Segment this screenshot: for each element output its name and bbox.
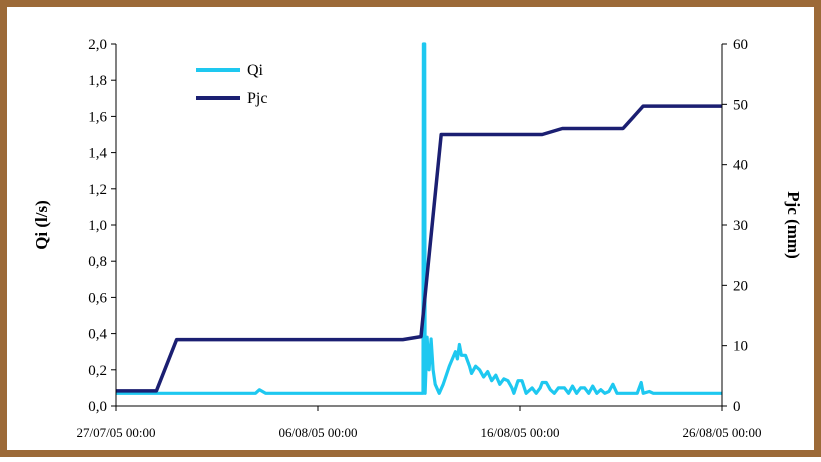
- legend-label-pjc: Pjc: [247, 90, 267, 107]
- right-tick-label: 60: [733, 37, 748, 53]
- left-axis-ticks: 0,0 0,2 0,4 0,6 0,8 1,0 1,2 1,4 1,6 1,8 2,0: [88, 37, 116, 415]
- left-tick-label: 0,8: [88, 254, 107, 270]
- x-tick-label: 26/08/05 00:00: [682, 425, 761, 440]
- left-tick-label: 1,2: [88, 182, 107, 198]
- left-tick-label: 0,6: [88, 290, 107, 306]
- legend-label-qi: Qi: [247, 62, 264, 79]
- left-tick-label: 1,4: [88, 146, 107, 162]
- right-tick-label: 40: [733, 158, 748, 174]
- x-tick-label: 27/07/05 00:00: [76, 425, 155, 440]
- right-tick-label: 0: [733, 399, 741, 415]
- right-axis-ticks: 0 10 20 30 40 50 60: [722, 37, 748, 415]
- plot-area: [116, 44, 722, 406]
- right-tick-label: 10: [733, 339, 748, 355]
- left-axis-label: Qi (l/s): [32, 200, 51, 250]
- series-layer: [116, 42, 722, 395]
- left-tick-label: 1,8: [88, 73, 107, 89]
- left-tick-label: 1,6: [88, 109, 107, 125]
- right-axis-label: Pjc (mm): [784, 191, 803, 259]
- left-tick-label: 0,4: [88, 327, 107, 343]
- x-axis-ticks: 27/07/05 00:00 06/08/05 00:00 16/08/05 00:…: [76, 406, 762, 440]
- left-tick-label: 1,0: [88, 218, 107, 234]
- right-tick-label: 50: [733, 97, 748, 113]
- left-tick-label: 2,0: [88, 37, 107, 53]
- right-tick-label: 20: [733, 278, 748, 294]
- left-tick-label: 0,0: [88, 399, 107, 415]
- legend: Qi Pjc: [196, 62, 267, 107]
- series-line-qi: [116, 42, 722, 395]
- series-line-pjc: [116, 104, 722, 393]
- right-tick-label: 30: [733, 218, 748, 234]
- x-tick-label: 06/08/05 00:00: [278, 425, 357, 440]
- left-tick-label: 0,2: [88, 363, 107, 379]
- x-tick-label: 16/08/05 00:00: [480, 425, 559, 440]
